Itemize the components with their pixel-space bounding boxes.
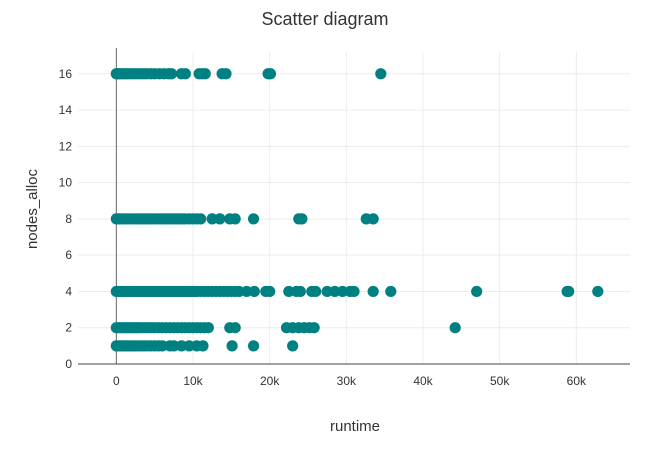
points-layer [110,68,604,352]
data-point [199,68,211,80]
y-tick-label: 0 [65,357,72,371]
data-point [229,322,241,334]
data-point [220,68,232,80]
data-point [165,68,178,80]
x-axis-title: runtime [330,418,380,435]
data-point [247,340,260,352]
data-point [348,285,360,298]
data-point [287,340,299,352]
data-point [563,285,575,298]
data-point [195,213,207,225]
x-tick-label: 20k [260,374,280,388]
chart-title: Scatter diagram [261,9,388,29]
data-point [321,285,333,298]
data-point [264,285,276,298]
data-point [329,285,341,298]
data-point [241,285,253,298]
data-point [385,285,397,298]
data-point [336,285,349,298]
data-point [471,285,483,298]
data-point [283,285,295,298]
data-point [367,213,379,225]
data-point [294,285,306,298]
data-point [156,340,168,352]
data-point [296,213,308,225]
axis-layer: 0 2 4 6 8 10 12 14 16 0 10k 20k 30k 40k 50k 60k [59,48,630,388]
data-point [206,213,218,225]
data-point [202,322,214,334]
x-tick-label: 10k [183,374,203,388]
x-tick-label: 60k [567,374,587,388]
y-tick-label: 14 [59,103,73,117]
data-point [179,68,191,80]
data-point [449,322,461,334]
data-point [175,340,188,352]
data-point [233,285,245,298]
data-point [226,340,238,352]
x-tick-label: 0 [113,374,120,388]
x-tick-label: 40k [413,374,433,388]
data-point [308,322,320,334]
data-point [197,340,209,352]
y-tick-label: 6 [65,248,72,262]
x-tick-label: 30k [337,374,357,388]
y-axis-title: nodes_alloc [24,168,41,249]
data-point [264,68,277,80]
data-point [592,285,604,298]
y-tick-label: 10 [59,176,73,190]
y-tick-label: 12 [59,139,73,153]
data-point [248,285,260,298]
data-point [367,285,379,298]
x-tick-label: 50k [490,374,510,388]
data-point [310,285,322,298]
y-tick-label: 16 [59,67,73,81]
grid-layer [78,52,630,364]
data-point [214,213,226,225]
y-tick-label: 2 [65,321,72,335]
data-point [168,340,180,352]
data-point [183,340,195,352]
data-point [247,213,260,225]
y-tick-label: 4 [65,284,72,298]
data-point [375,68,387,80]
data-point [229,213,241,225]
y-tick-label: 8 [65,212,72,226]
